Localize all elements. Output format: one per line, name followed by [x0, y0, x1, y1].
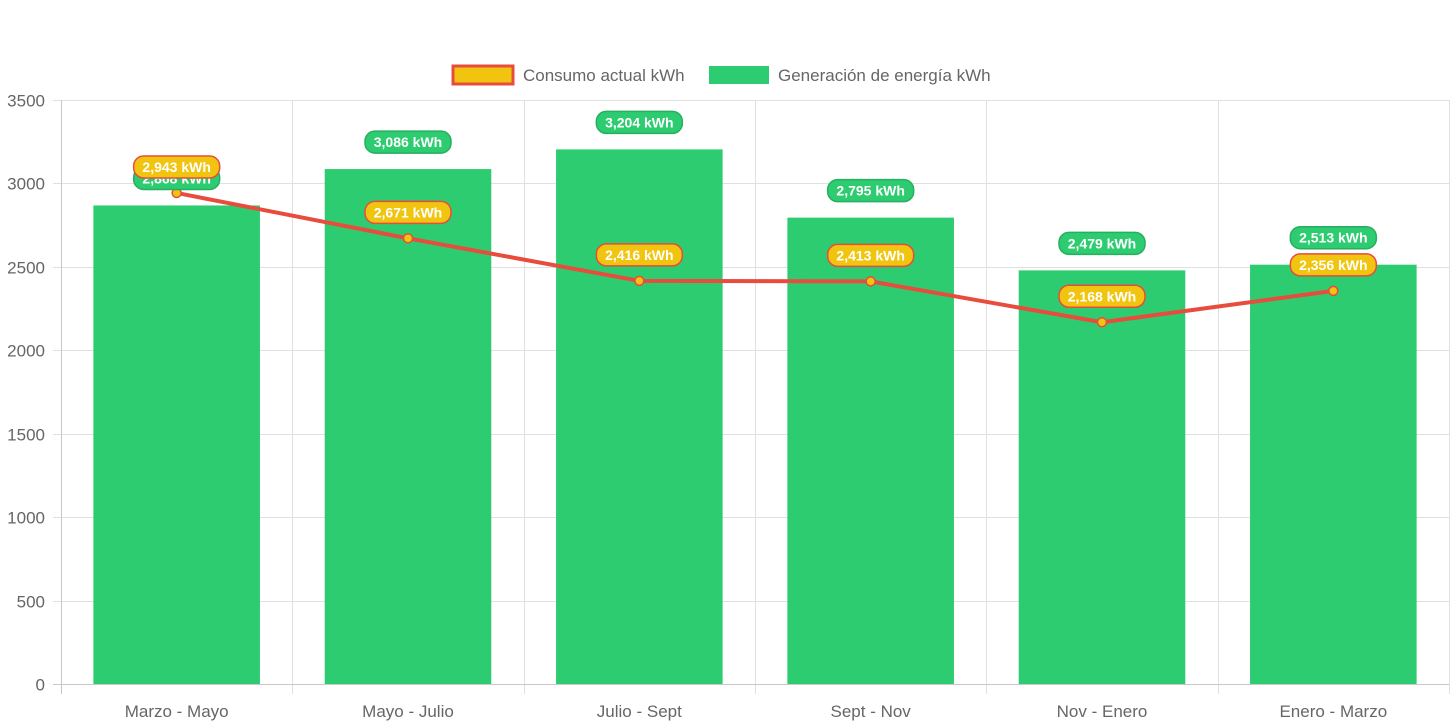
x-axis: Marzo - Mayo Mayo - Julio Julio - Sept Sept…: [53, 684, 1449, 721]
data-label: 2,413 kWh: [836, 247, 904, 263]
data-label-bg: [1058, 284, 1146, 309]
data-label-bg: [595, 243, 684, 267]
line-point: [1328, 285, 1339, 297]
data-label: 2,795 kWh: [836, 183, 904, 199]
x-tick-label: Julio - Sept: [597, 702, 682, 721]
x-tick-label: Nov - Enero: [1057, 702, 1148, 721]
x-tick-label: Marzo - Mayo: [125, 702, 229, 721]
line-point: [402, 233, 414, 244]
legend-swatch-generacion: [709, 66, 769, 84]
line-series-consumo: [171, 187, 1339, 328]
data-label-bg: [826, 243, 915, 268]
y-tick-label: 0: [36, 676, 45, 695]
bar: [1018, 270, 1186, 684]
data-label: 2,943 kWh: [142, 159, 210, 175]
data-label-bg: [1289, 225, 1378, 250]
data-label-bg: [595, 110, 684, 135]
line-data-label: 2,356 kWh: [1289, 253, 1378, 277]
x-tick-label: Sept - Nov: [831, 702, 912, 721]
data-label: 2,356 kWh: [1299, 257, 1367, 273]
bar: [1250, 264, 1417, 684]
legend-item-generacion[interactable]: Generación de energía kWh: [709, 66, 991, 85]
bar: [93, 205, 260, 684]
y-tick-label: 2000: [7, 342, 45, 361]
line-data-label: 2,413 kWh: [826, 243, 915, 268]
data-label-bg: [364, 200, 452, 225]
line-point: [865, 276, 876, 287]
line-point: [1096, 317, 1108, 328]
data-label: 2,168 kWh: [1068, 288, 1136, 304]
y-tick-label: 2500: [7, 259, 45, 278]
y-tick-label: 3000: [7, 175, 45, 194]
data-label-bg: [364, 130, 452, 154]
data-label-bg: [132, 155, 221, 179]
y-tick-label: 500: [17, 593, 45, 612]
y-axis: 0 500 1000 1500 2000 2500 3000 3500: [7, 92, 62, 695]
legend-label-consumo: Consumo actual kWh: [523, 66, 685, 85]
bar-data-label: 2,513 kWh: [1289, 225, 1378, 250]
line-data-label: 2,671 kWh: [364, 200, 452, 225]
bar-series-generacion: [93, 149, 1417, 685]
data-label: 2,671 kWh: [374, 204, 442, 220]
x-tick-label: Enero - Marzo: [1279, 702, 1387, 721]
y-tick-label: 3500: [7, 92, 45, 111]
bar: [324, 169, 492, 684]
legend-item-consumo[interactable]: Consumo actual kWh: [451, 64, 685, 86]
line-data-label: 2,416 kWh: [595, 243, 684, 267]
data-label: 2,416 kWh: [605, 247, 673, 263]
data-label-bg: [826, 178, 915, 203]
line-data-label: 2,168 kWh: [1058, 284, 1146, 309]
data-label: 3,204 kWh: [605, 114, 673, 130]
x-tick-label: Mayo - Julio: [362, 702, 454, 721]
data-label: 2,479 kWh: [1068, 235, 1136, 251]
bar-data-label: 2,479 kWh: [1058, 231, 1146, 256]
legend-swatch-consumo: [451, 64, 515, 86]
line-data-label: 2,943 kWh: [132, 155, 221, 179]
legend[interactable]: Consumo actual kWh Generación de energía…: [451, 64, 991, 86]
bar-data-label: 3,204 kWh: [595, 110, 684, 135]
data-label: 2,513 kWh: [1299, 230, 1367, 246]
data-label-bg: [1058, 231, 1146, 256]
bar-data-label: 3,086 kWh: [364, 130, 452, 154]
consumo-line: [176, 190, 1334, 325]
bar: [556, 149, 723, 684]
data-label: 3,086 kWh: [374, 134, 442, 150]
y-tick-label: 1000: [7, 509, 45, 528]
legend-label-generacion: Generación de energía kWh: [778, 66, 991, 85]
bar: [787, 217, 954, 685]
bar-data-label: 2,795 kWh: [826, 178, 915, 203]
y-tick-label: 1500: [7, 426, 45, 445]
data-label-bg: [1289, 253, 1378, 277]
grid: [53, 100, 1450, 694]
line-point: [634, 275, 645, 287]
